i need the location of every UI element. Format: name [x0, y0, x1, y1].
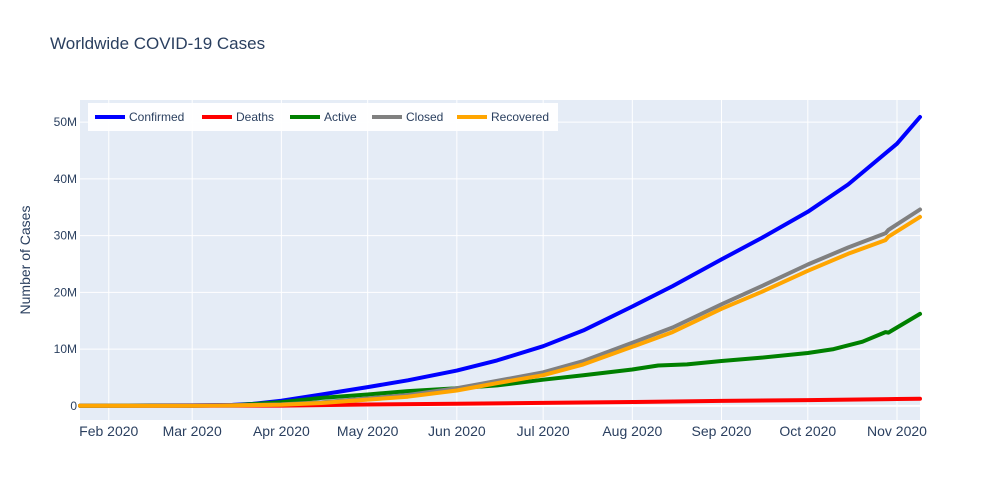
chart-title: Worldwide COVID-19 Cases — [50, 34, 266, 53]
x-tick-label: Jun 2020 — [428, 423, 486, 439]
y-tick-label: 10M — [54, 342, 77, 356]
x-tick-label: Oct 2020 — [779, 423, 836, 439]
legend-label-confirmed: Confirmed — [129, 110, 184, 124]
series-line-recovered — [78, 214, 922, 408]
x-tick-label: Jul 2020 — [517, 423, 570, 439]
y-tick-labels: 0 10M 20M 30M 40M 50M — [54, 115, 78, 413]
x-gridlines — [108, 100, 898, 420]
y-axis-title: Number of Cases — [17, 206, 33, 315]
y-tick-label: 20M — [54, 285, 77, 299]
y-tick-label: 50M — [54, 115, 77, 129]
x-tick-label: Nov 2020 — [867, 423, 927, 439]
x-tick-labels: Feb 2020 Mar 2020 Apr 2020 May 2020 Jun 2020… — [79, 423, 927, 439]
x-tick-label: Apr 2020 — [253, 423, 310, 439]
x-tick-label: Sep 2020 — [692, 423, 752, 439]
x-tick-label: Feb 2020 — [79, 423, 138, 439]
legend-label-recovered: Recovered — [491, 110, 549, 124]
x-tick-label: Mar 2020 — [163, 423, 222, 439]
legend: Confirmed Deaths Active Closed Recovered — [88, 103, 558, 131]
plot-background — [80, 100, 920, 420]
x-tick-label: May 2020 — [337, 423, 399, 439]
y-tick-label: 30M — [54, 229, 77, 243]
legend-label-deaths: Deaths — [236, 110, 274, 124]
y-tick-label: 0 — [70, 399, 77, 413]
series-lines — [78, 115, 922, 408]
y-tick-label: 40M — [54, 172, 77, 186]
legend-label-active: Active — [324, 110, 357, 124]
legend-label-closed: Closed — [406, 110, 443, 124]
x-tick-label: Aug 2020 — [602, 423, 662, 439]
